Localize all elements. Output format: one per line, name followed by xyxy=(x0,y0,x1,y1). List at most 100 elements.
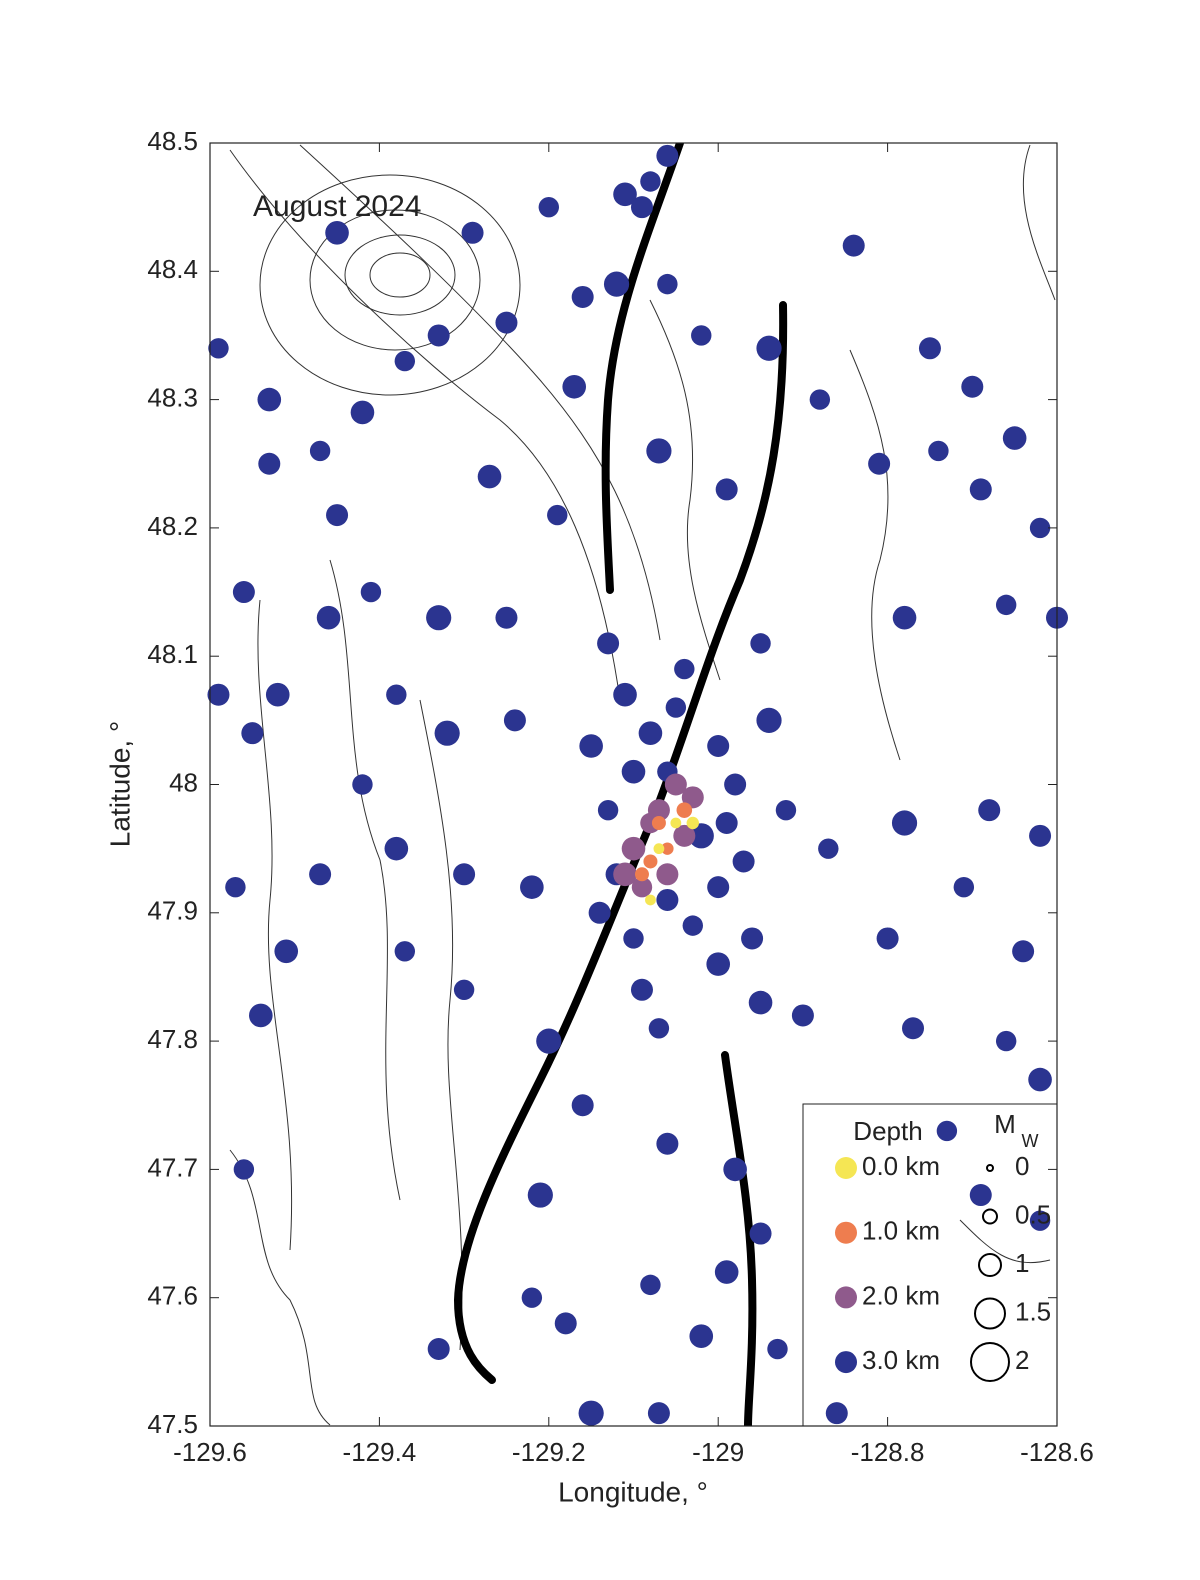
legend-title: Depth xyxy=(853,1116,922,1146)
quake-point xyxy=(969,1184,992,1207)
quake-point xyxy=(638,721,663,745)
y-tick-label: 48.4 xyxy=(147,254,198,284)
size-legend-marker xyxy=(974,1297,1006,1330)
quake-point xyxy=(360,581,382,603)
quake-point xyxy=(706,952,730,976)
quake-point xyxy=(613,682,637,707)
size-legend-label: 2 xyxy=(1015,1345,1029,1375)
quake-point xyxy=(571,285,594,308)
quake-point xyxy=(578,1400,604,1426)
quake-point xyxy=(571,1094,594,1117)
legend-label: 1.0 km xyxy=(862,1216,940,1246)
quake-point xyxy=(265,682,290,707)
y-tick-label: 47.5 xyxy=(147,1409,198,1439)
quake-point xyxy=(1002,426,1027,450)
quake-point xyxy=(394,350,416,372)
quake-point xyxy=(384,836,409,861)
y-tick-label: 48.3 xyxy=(147,382,198,412)
quake-point xyxy=(953,876,975,898)
size-legend-marker xyxy=(986,1164,994,1172)
quake-point xyxy=(477,464,502,489)
quake-point xyxy=(461,221,484,244)
quake-point xyxy=(891,810,918,836)
quake-point xyxy=(936,1120,958,1142)
quake-point xyxy=(427,324,450,347)
quake-point xyxy=(691,325,712,346)
quake-point xyxy=(326,504,349,527)
quake-point xyxy=(554,1312,577,1335)
quake-point xyxy=(647,1402,670,1425)
quake-point xyxy=(503,709,526,732)
x-axis-label: Longitude, ° xyxy=(558,1476,708,1507)
quake-point xyxy=(676,802,693,818)
quake-point xyxy=(386,684,407,705)
quake-point xyxy=(775,799,797,821)
quake-point xyxy=(427,1338,450,1361)
quake-point xyxy=(350,400,375,425)
legend-label: 2.0 km xyxy=(862,1280,940,1310)
quake-point xyxy=(918,337,941,360)
quake-point xyxy=(258,452,281,475)
quake-point xyxy=(656,888,679,911)
y-tick-label: 47.9 xyxy=(147,896,198,926)
quake-point xyxy=(656,863,679,886)
quake-point xyxy=(748,990,773,1015)
quake-point xyxy=(1012,940,1035,963)
x-tick-label: -128.8 xyxy=(851,1437,925,1467)
chart-title: August 2024 xyxy=(253,190,421,223)
legend-marker xyxy=(835,1286,857,1309)
quake-point xyxy=(674,658,695,680)
quake-point xyxy=(657,273,678,295)
data-layer xyxy=(207,144,1068,1426)
quake-point xyxy=(791,1004,814,1027)
size-legend-marker xyxy=(982,1208,998,1225)
quake-point xyxy=(426,605,452,631)
bathymetry xyxy=(229,144,1056,1426)
quake-point xyxy=(689,1324,714,1348)
quake-point xyxy=(715,478,738,501)
quake-point xyxy=(536,1028,562,1054)
quake-point xyxy=(749,1222,772,1245)
quake-point xyxy=(309,440,331,462)
quake-point xyxy=(562,374,587,399)
quake-point xyxy=(495,606,518,629)
quake-point xyxy=(682,915,703,936)
quake-point xyxy=(995,594,1017,616)
quake-point xyxy=(352,774,373,795)
quake-point xyxy=(653,843,665,855)
quake-point xyxy=(656,144,679,167)
quake-point xyxy=(664,773,687,796)
quake-point xyxy=(207,683,230,706)
quake-point xyxy=(876,927,899,950)
quake-point xyxy=(208,338,229,359)
quake-point xyxy=(1029,1210,1051,1231)
quake-point xyxy=(648,1018,670,1039)
quake-point xyxy=(225,876,246,898)
quake-point xyxy=(756,707,782,733)
x-tick-label: -129.6 xyxy=(173,1437,247,1467)
quake-point xyxy=(640,1274,661,1296)
quake-point xyxy=(257,387,282,412)
y-tick-label: 47.6 xyxy=(147,1281,198,1311)
quake-point xyxy=(453,863,476,886)
legend-marker xyxy=(835,1351,857,1374)
size-legend-label: 0 xyxy=(1015,1151,1029,1181)
size-legend-label: 1 xyxy=(1015,1248,1029,1278)
x-tick-label: -129 xyxy=(692,1437,744,1467)
size-legend-label: 1.5 xyxy=(1015,1296,1051,1326)
size-legend-title-sub: W xyxy=(1022,1131,1039,1151)
quake-point xyxy=(809,389,831,410)
quake-point xyxy=(547,504,568,526)
quake-point xyxy=(723,1157,747,1182)
x-tick-label: -129.4 xyxy=(343,1437,417,1467)
quake-point xyxy=(842,234,865,257)
quake-point xyxy=(597,632,620,655)
quake-point xyxy=(621,759,646,784)
quake-point xyxy=(714,1260,739,1284)
quake-point xyxy=(631,876,653,898)
quake-point xyxy=(707,876,730,899)
quake-point xyxy=(325,221,349,245)
quake-point xyxy=(707,735,730,758)
x-tick-label: -129.2 xyxy=(512,1437,586,1467)
